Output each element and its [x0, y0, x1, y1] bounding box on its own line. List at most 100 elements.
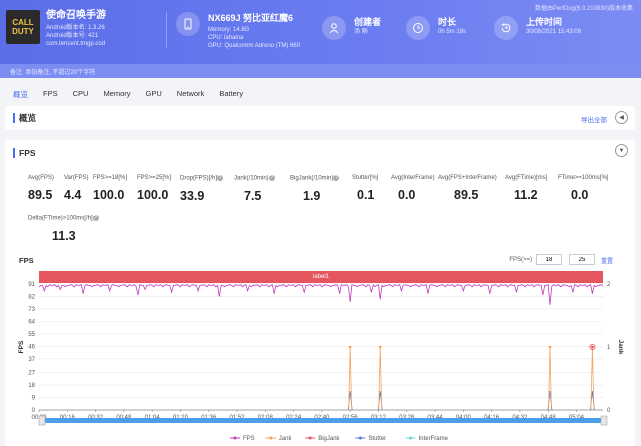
metric-avg-fps: Avg(FPS) 89.5	[28, 175, 54, 202]
fps-threshold-1-input[interactable]	[536, 254, 562, 265]
metric-avg-ftime: Avg(FTime)[ms] 11.2	[505, 175, 547, 202]
device-cpu: CPU: lahaina	[208, 35, 244, 41]
app-icon: CALL DUTY	[6, 10, 40, 44]
metric-jank: Jank(/10min)? 7.5	[234, 175, 275, 203]
metric-value: 7.5	[244, 188, 262, 203]
tab-network[interactable]: Network	[176, 89, 205, 98]
metric-label: Avg(FPS)	[28, 175, 54, 181]
tab-bar: 概览 FPS CPU Memory GPU Network Battery	[0, 84, 641, 102]
metric-label-text: Delta(FTime)>100ms[/h]	[28, 215, 93, 222]
y-tick-label: 27	[28, 371, 35, 377]
jank-point	[378, 345, 382, 349]
tab-cpu[interactable]: CPU	[72, 89, 89, 98]
metric-value: 100.0	[137, 188, 169, 202]
metric-label-text: BigJank(/10min)	[290, 175, 334, 182]
metric-label: FTime>=100ms[%]	[558, 175, 609, 181]
y-tick-label: 18	[28, 383, 35, 389]
jank-point	[548, 345, 552, 349]
y-tick-label: 82	[28, 294, 35, 300]
y2-tick-label: 0	[607, 408, 611, 414]
metric-value: 4.4	[64, 188, 82, 202]
jank-spike	[378, 346, 383, 411]
metric-label-text: Jank(/10min)	[234, 175, 269, 182]
y-tick-label: 55	[28, 332, 35, 338]
metric-bigjank: BigJank(/10min)? 1.9	[290, 175, 340, 203]
help-icon[interactable]: ?	[217, 175, 224, 181]
app-name: 使命召唤手游	[46, 10, 106, 21]
bigjank-point	[589, 344, 596, 351]
collapse-down-button[interactable]: ▼	[615, 144, 628, 157]
label-band[interactable]: label1	[39, 271, 603, 283]
metric-label: BigJank(/10min)?	[290, 175, 340, 182]
tab-gpu[interactable]: GPU	[145, 89, 162, 98]
metric-avg-fps-interframe: Avg(FPS+InterFrame) 89.5	[438, 175, 497, 202]
y-tick-label: 64	[28, 319, 35, 325]
metric-var-fps: Var(FPS) 4.4	[64, 175, 89, 202]
metric-label: FPS>=18[%]	[93, 175, 128, 181]
phone-icon	[176, 12, 200, 36]
fps-chart[interactable]: 09182737465564738291012FPSJank00:0000:16…	[5, 280, 635, 446]
device-memory: Memory: 14.8G	[208, 27, 250, 33]
fps-card: FPS ▼ Avg(FPS) 89.5 Var(FPS) 4.4 FPS>=18…	[5, 140, 635, 446]
metric-value: 100.0	[93, 188, 125, 202]
export-all-link[interactable]: 导出全部	[581, 117, 607, 124]
collector-note: 数据由PerfDog(6.0.210830)版本收集	[534, 6, 633, 12]
report-header: 数据由PerfDog(6.0.210830)版本收集 CALL DUTY 使命召…	[0, 0, 641, 64]
upload-block: 上传时间 30/08/2021 15:43:09	[494, 16, 581, 40]
metric-avg-interframe: Avg(InterFrame) 0.0	[391, 175, 435, 202]
tab-overview[interactable]: 概览	[13, 90, 28, 99]
user-icon	[322, 16, 346, 40]
history-icon	[494, 16, 518, 40]
android-version-name: Android版本名: 1.3.26	[46, 25, 105, 31]
legend-label: Stutter	[368, 436, 386, 442]
metric-label: Jank(/10min)?	[234, 175, 275, 182]
chevron-down-icon: ▼	[618, 147, 625, 154]
help-icon[interactable]: ?	[268, 175, 275, 181]
metric-label: FPS>=25[%]	[137, 175, 172, 181]
android-version-code: Android版本号: 421	[46, 33, 99, 39]
legend-swatch-dot	[409, 436, 413, 440]
chart-marks	[38, 283, 604, 411]
legend-label: BigJank	[318, 436, 340, 442]
metric-drop-fps: Drop(FPS)[/h]? 33.9	[180, 175, 224, 203]
fps-threshold-2-input[interactable]	[569, 254, 595, 265]
metric-label: Var(FPS)	[64, 175, 89, 181]
chart-axes: 09182737465564738291012FPSJank00:0000:16…	[18, 282, 624, 442]
clock-icon	[406, 16, 430, 40]
chart-title: FPS	[19, 256, 34, 265]
legend-label: FPS	[243, 436, 255, 442]
y-tick-label: 37	[28, 357, 35, 363]
y2-tick-label: 1	[607, 345, 611, 351]
metric-label-text: Drop(FPS)[/h]	[180, 175, 218, 182]
tab-battery[interactable]: Battery	[219, 89, 244, 98]
metric-stutter: Stutter[%] 0.1	[352, 175, 378, 202]
metric-label: Drop(FPS)[/h]?	[180, 175, 224, 182]
time-range-slider	[45, 418, 601, 423]
legend-swatch-dot	[233, 436, 237, 440]
metric-delta-ftime: Delta(FTime)>100ms[/h]? 11.3	[28, 215, 99, 243]
fps-filter-label: FPS(>=)	[509, 256, 532, 263]
device-block: NX669J 努比亚红魔6 Memory: 14.8G CPU: lahaina…	[176, 12, 300, 50]
remark-bar[interactable]: 备注: 添加备注, 不超过20个字符	[0, 64, 641, 78]
reset-link[interactable]: 重置	[600, 259, 613, 265]
metric-value: 11.3	[52, 228, 76, 243]
fps-card-title: FPS	[13, 148, 36, 158]
help-icon[interactable]: ?	[92, 215, 99, 221]
metric-ftime-100: FTime>=100ms[%] 0.0	[558, 175, 608, 202]
slider-handle-right	[600, 415, 608, 426]
device-gpu: GPU: Qualcomm Adreno (TM) 660	[208, 43, 301, 49]
metric-value: 0.0	[571, 188, 589, 202]
duration-label: 时长	[438, 17, 457, 27]
y-tick-label: 91	[28, 282, 35, 288]
upload-label: 上传时间	[526, 17, 563, 27]
duration-value: 0h 5m 19s	[438, 29, 467, 35]
collapse-left-button[interactable]: ◀	[615, 111, 628, 124]
chart-grid	[39, 283, 603, 411]
help-icon[interactable]: ?	[333, 175, 340, 181]
creator-value: 汤 刚	[354, 29, 368, 35]
metric-fps-18: FPS>=18[%] 100.0	[93, 175, 127, 202]
tab-fps[interactable]: FPS	[43, 89, 58, 98]
tab-memory[interactable]: Memory	[103, 89, 131, 98]
y-tick-label: 0	[32, 408, 36, 414]
metric-value: 89.5	[454, 188, 479, 202]
